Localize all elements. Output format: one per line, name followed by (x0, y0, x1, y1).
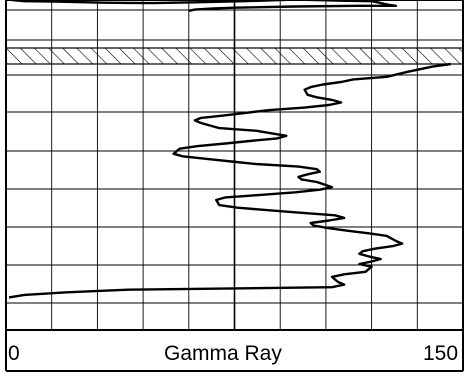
scale-min-label: 0 (8, 342, 20, 365)
hatched-interval (5, 47, 464, 65)
gamma-ray-curve-lower (8, 62, 451, 299)
gamma-ray-series (8, 0, 451, 299)
curve-name-label: Gamma Ray (164, 342, 282, 365)
plot-frame (5, 0, 464, 331)
gamma-ray-curve-upper (11, 0, 398, 12)
scale-max-label: 150 (423, 342, 459, 365)
